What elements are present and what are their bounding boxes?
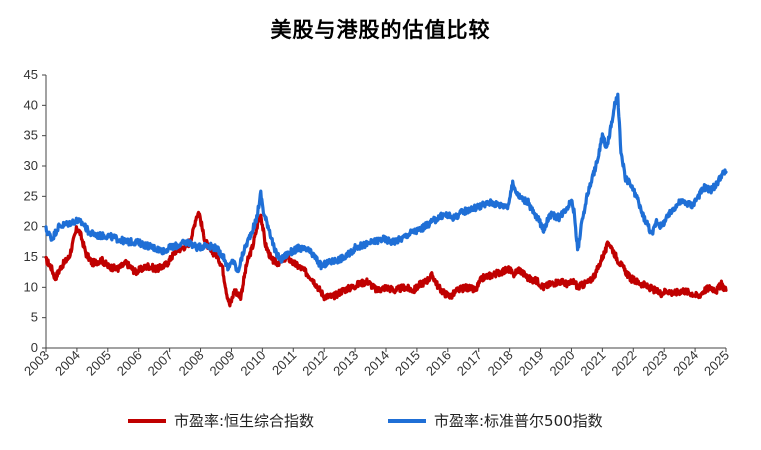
- legend-label-hang-seng: 市盈率:恒生综合指数: [174, 412, 315, 430]
- x-tick-label: 2013: [330, 348, 361, 379]
- x-tick-label: 2020: [547, 348, 578, 379]
- x-tick-label: 2019: [516, 348, 547, 379]
- x-tick-label: 2011: [269, 348, 299, 378]
- x-tick-label: 2005: [83, 348, 114, 379]
- x-tick-label: 2024: [670, 348, 701, 379]
- y-tick-label: 20: [24, 219, 38, 234]
- legend-label-sp500: 市盈率:标准普尔500指数: [434, 412, 603, 430]
- legend-swatch-sp500: [388, 418, 426, 423]
- x-tick-label: 2017: [454, 348, 485, 379]
- series-layer: [44, 92, 728, 308]
- y-tick-label: 5: [31, 310, 38, 325]
- x-tick-label: 2025: [701, 348, 732, 379]
- x-tick-label: 2022: [608, 348, 639, 379]
- y-tick-label: 15: [24, 249, 38, 264]
- x-tick-label: 2003: [21, 348, 52, 379]
- legend-item-sp500: 市盈率:标准普尔500指数: [388, 410, 603, 431]
- x-tick-label: 2018: [485, 348, 516, 379]
- series-line-sp500: [44, 92, 728, 274]
- y-tick-label: 0: [31, 340, 38, 355]
- y-tick-label: 45: [24, 67, 38, 82]
- x-tick-label: 2007: [145, 348, 176, 379]
- x-tick-label: 2004: [52, 348, 83, 379]
- series-line-hang-seng: [44, 210, 728, 308]
- legend-swatch-hang-seng: [128, 418, 166, 423]
- y-tick-label: 10: [24, 279, 38, 294]
- x-tick-label: 2012: [299, 348, 330, 379]
- x-tick-label: 2014: [361, 348, 392, 379]
- x-tick-label: 2008: [176, 348, 207, 379]
- x-tick-label: 2016: [423, 348, 454, 379]
- y-tick-label: 25: [24, 188, 38, 203]
- chart-title: 美股与港股的估值比较: [270, 17, 491, 42]
- y-tick-label: 30: [24, 158, 38, 173]
- y-tick-label: 40: [24, 97, 38, 112]
- x-tick-label: 2023: [639, 348, 670, 379]
- y-tick-label: 35: [24, 128, 38, 143]
- x-tick-label: 2009: [207, 348, 238, 379]
- x-tick-label: 2010: [237, 348, 268, 379]
- x-tick-label: 2021: [577, 348, 608, 379]
- x-tick-label: 2015: [392, 348, 423, 379]
- x-tick-label: 2006: [114, 348, 145, 379]
- legend-item-hang-seng: 市盈率:恒生综合指数: [128, 410, 314, 431]
